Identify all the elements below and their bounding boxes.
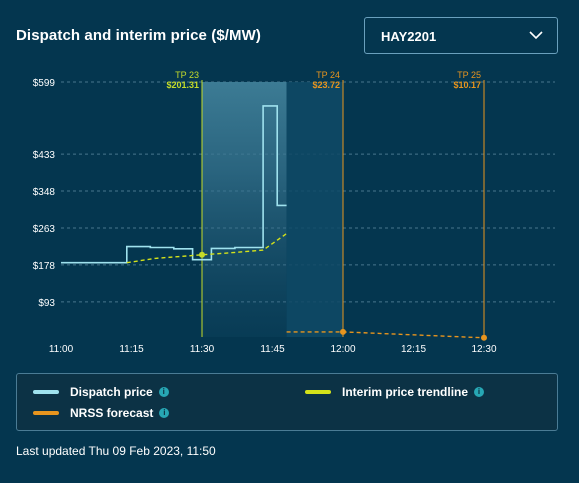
tp-value: $10.17 bbox=[453, 80, 481, 90]
legend-item-nrss-forecast[interactable]: NRSS forecast i bbox=[33, 406, 170, 420]
tp-markers: TP 23$201.31 TP 24$23.72 TP 25$10.17 bbox=[166, 70, 485, 337]
chevron-down-icon bbox=[529, 31, 543, 40]
legend-label: Dispatch price bbox=[70, 385, 153, 399]
legend-label: NRSS forecast bbox=[70, 406, 154, 420]
tp-point bbox=[481, 334, 487, 341]
legend-item-dispatch-price[interactable]: Dispatch price i bbox=[33, 385, 169, 399]
info-icon[interactable]: i bbox=[158, 387, 169, 397]
tp-value: $23.72 bbox=[312, 80, 340, 90]
legend-swatch bbox=[33, 411, 59, 415]
legend-swatch bbox=[305, 390, 331, 394]
y-tick-label: $178 bbox=[33, 261, 56, 272]
x-tick-label: 11:45 bbox=[260, 344, 285, 355]
marker-points bbox=[199, 251, 487, 341]
tp-value: $201.31 bbox=[166, 80, 199, 90]
tp-label: TP 23 bbox=[175, 70, 199, 80]
y-tick-label: $263 bbox=[33, 224, 56, 235]
interim-trendline bbox=[126, 233, 288, 264]
x-tick-label: 11:00 bbox=[49, 344, 74, 355]
tp-label: TP 25 bbox=[457, 70, 481, 80]
highlight-band bbox=[202, 82, 343, 337]
y-tick-label: $93 bbox=[38, 298, 55, 309]
legend: Dispatch price i Interim price trendline… bbox=[16, 373, 558, 431]
y-tick-label: $599 bbox=[33, 78, 56, 89]
tp-point bbox=[340, 328, 346, 335]
y-axis-ticks: $599 $433 $348 $263 $178 $93 bbox=[33, 78, 56, 309]
x-tick-label: 11:30 bbox=[190, 344, 215, 355]
x-tick-label: 11:15 bbox=[119, 344, 144, 355]
tp-point bbox=[199, 251, 205, 258]
x-tick-label: 12:30 bbox=[471, 344, 496, 355]
tp-label: TP 24 bbox=[316, 70, 340, 80]
legend-swatch bbox=[33, 390, 59, 394]
x-axis-ticks: 11:00 11:15 11:30 11:45 12:00 12:15 12:30 bbox=[49, 344, 497, 355]
legend-label: Interim price trendline bbox=[342, 385, 469, 399]
x-tick-label: 12:15 bbox=[401, 344, 426, 355]
x-tick-label: 12:00 bbox=[330, 344, 355, 355]
chart-title: Dispatch and interim price ($/MW) bbox=[16, 27, 261, 44]
highlight-band-past bbox=[202, 82, 287, 337]
region-select[interactable]: HAY2201 bbox=[364, 17, 558, 54]
dispatch-price-line bbox=[61, 105, 287, 264]
legend-item-interim-trendline[interactable]: Interim price trendline i bbox=[305, 385, 485, 399]
price-chart: $599$433$348$263$178$93 11:00 11:15 11:30 1… bbox=[33, 70, 555, 355]
y-tick-label: $433 bbox=[33, 150, 56, 161]
info-icon[interactable]: i bbox=[159, 408, 170, 418]
last-updated: Last updated Thu 09 Feb 2023, 11:50 bbox=[16, 444, 216, 458]
highlight-band-future bbox=[286, 82, 343, 337]
region-select-value: HAY2201 bbox=[381, 29, 437, 44]
y-tick-label: $348 bbox=[33, 187, 56, 198]
info-icon[interactable]: i bbox=[474, 387, 485, 397]
